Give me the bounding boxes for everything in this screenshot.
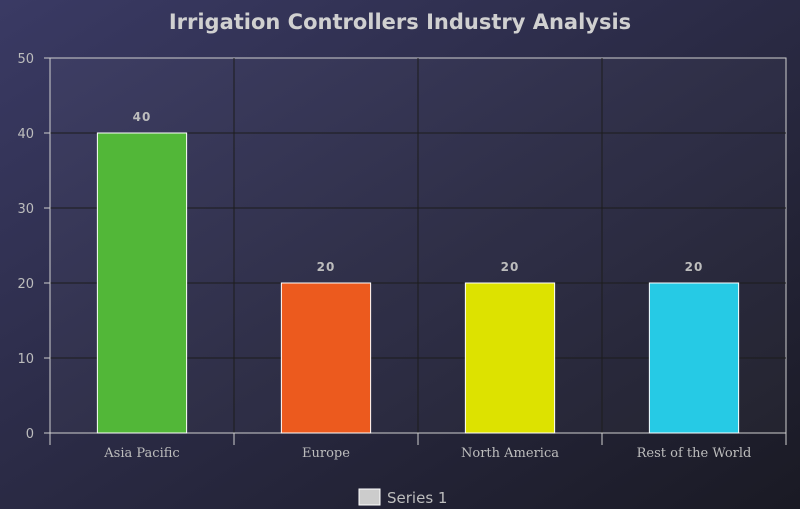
- bar-asia-pacific: [96, 132, 188, 434]
- bars: [96, 132, 740, 434]
- legend-swatch: [358, 488, 381, 506]
- data-label: 20: [501, 260, 520, 274]
- y-tick-label: 40: [17, 127, 34, 142]
- data-label: 40: [133, 110, 152, 124]
- x-tick-label: North America: [461, 446, 559, 461]
- y-tick-label: 30: [17, 202, 34, 217]
- y-tick-label: 50: [17, 52, 34, 67]
- bar-north-america: [464, 282, 556, 434]
- data-label: 20: [317, 260, 336, 274]
- chart-title: Irrigation Controllers Industry Analysis: [169, 10, 631, 34]
- data-labels: 40 20 20 20: [133, 110, 704, 274]
- y-axis: 0 10 20 30 40 50: [17, 52, 51, 442]
- y-tick-label: 20: [17, 277, 34, 292]
- x-tick-label: Rest of the World: [637, 446, 752, 461]
- bar-rest-of-the-world: [648, 282, 740, 434]
- legend-item-series-1: Series 1: [387, 489, 447, 507]
- y-tick-label: 0: [26, 427, 34, 442]
- legend[interactable]: Series 1: [358, 488, 447, 507]
- bar-europe: [280, 282, 372, 434]
- y-tick-label: 10: [17, 352, 34, 367]
- x-axis: Asia Pacific Europe North America Rest of t…: [49, 432, 787, 461]
- x-tick-label: Europe: [302, 446, 350, 461]
- data-label: 20: [685, 260, 704, 274]
- x-tick-label: Asia Pacific: [103, 446, 179, 461]
